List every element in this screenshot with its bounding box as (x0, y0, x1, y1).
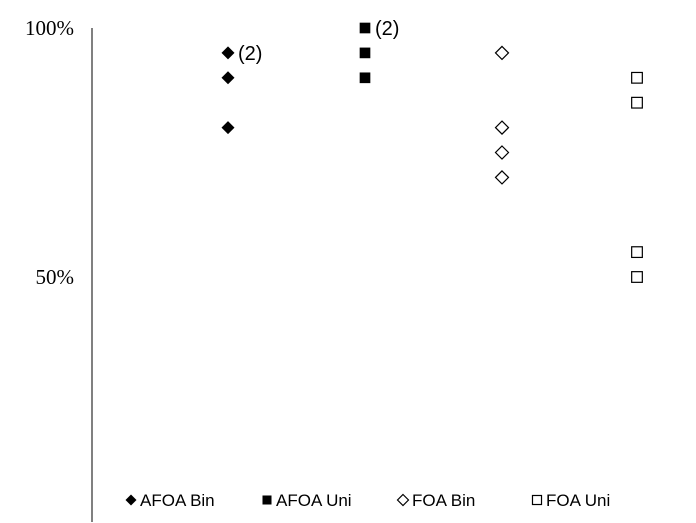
data-point (221, 121, 235, 135)
series-foa-bin (494, 45, 510, 185)
legend-item-afoa-uni: AFOA Uni (262, 491, 352, 510)
data-point (631, 71, 643, 84)
y-tick-label: 50% (36, 265, 75, 289)
data-point (221, 71, 235, 85)
series-afoa-uni (359, 22, 371, 84)
y-tick-label: 100% (25, 16, 74, 40)
legend-item-foa-bin: FOA Bin (396, 491, 475, 510)
data-point (631, 96, 643, 109)
legend-label: FOA Bin (412, 491, 475, 510)
data-point (631, 246, 643, 259)
data-point (631, 271, 643, 283)
legend-label: FOA Uni (546, 491, 610, 510)
series-foa-uni (631, 71, 643, 283)
series-afoa-bin (221, 46, 235, 135)
legend-item-afoa-bin: AFOA Bin (125, 491, 215, 510)
data-point (221, 46, 235, 60)
legend-marker (396, 493, 410, 507)
legend-marker (531, 494, 543, 506)
point-annotations: (2) (2) (238, 18, 399, 65)
legend-item-foa-uni: FOA Uni (531, 491, 610, 510)
point-annotation: (2) (238, 43, 262, 65)
legend-marker (262, 495, 272, 505)
data-point (359, 47, 371, 59)
point-annotation: (2) (375, 18, 399, 40)
data-points (221, 22, 643, 283)
legend-label: AFOA Uni (276, 491, 352, 510)
data-point (359, 72, 371, 84)
legend-marker (125, 494, 137, 506)
data-point (494, 120, 510, 135)
y-tick-labels: 100% 50% (25, 16, 74, 289)
data-point (359, 22, 371, 34)
data-point (494, 45, 510, 61)
data-point (494, 170, 510, 185)
legend-label: AFOA Bin (140, 491, 215, 510)
data-point (494, 145, 510, 160)
legend: AFOA Bin AFOA Uni FOA Bin FOA Uni (125, 491, 610, 510)
